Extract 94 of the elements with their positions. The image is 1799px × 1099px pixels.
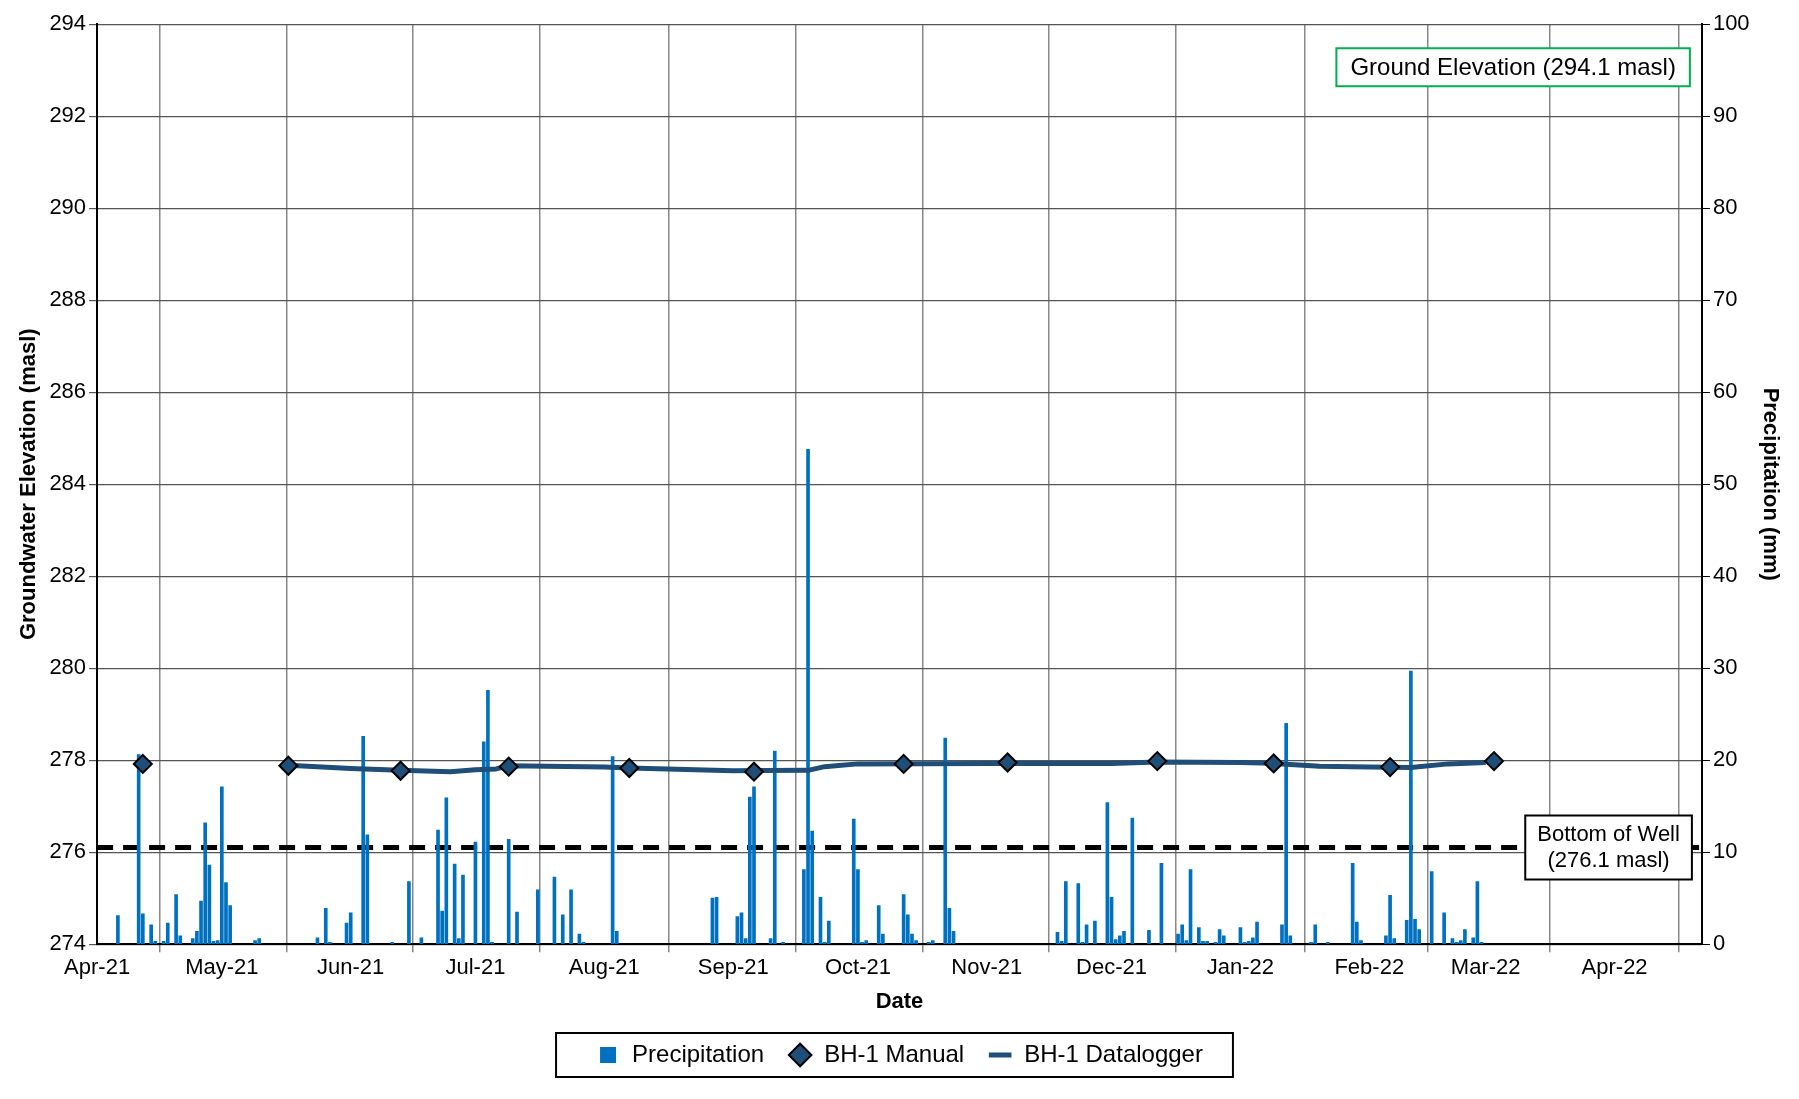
bar: [1147, 930, 1151, 945]
y-axis-title: Groundwater Elevation (masl): [15, 328, 41, 641]
bar: [1076, 883, 1081, 945]
legend-label: BH-1 Datalogger: [1024, 1039, 1203, 1067]
y2-tick-label: 10: [1712, 838, 1738, 864]
y-tick-label: 286: [49, 378, 87, 404]
x-tick-label: Jun-21: [317, 954, 385, 980]
x-tick-label: Feb-22: [1334, 954, 1405, 980]
bar: [876, 905, 881, 945]
bar: [1325, 942, 1330, 945]
x-tick-label: Apr-21: [64, 954, 131, 980]
bar: [1118, 935, 1122, 945]
bar: [348, 912, 353, 945]
bar: [149, 924, 153, 945]
x-tick-label: Oct-21: [824, 954, 891, 980]
bar: [943, 737, 948, 945]
bar: [253, 940, 257, 945]
x-tick-label: Dec-21: [1076, 954, 1147, 980]
bar: [1313, 924, 1318, 945]
bar: [1246, 941, 1251, 945]
bar: [506, 838, 511, 945]
bar: [136, 754, 141, 945]
bar: [486, 689, 490, 945]
x-tick-label: Aug-21: [568, 954, 640, 980]
y2-tick-label: 30: [1712, 654, 1738, 680]
bar: [560, 914, 565, 945]
y-tick-label: 292: [49, 102, 87, 128]
bar: [203, 822, 208, 945]
y2-tick-label: 90: [1712, 102, 1738, 128]
bar: [515, 911, 519, 945]
annotation: Ground Elevation (294.1 masl): [1350, 52, 1676, 80]
y2-tick-label: 60: [1712, 378, 1738, 404]
y2-tick-label: 40: [1712, 562, 1738, 588]
bar: [930, 940, 935, 945]
bar: [165, 922, 170, 945]
y-tick-label: 278: [49, 746, 87, 772]
bar: [1122, 930, 1126, 945]
y-tick-label: 280: [49, 654, 87, 680]
y2-tick-label: 70: [1712, 286, 1738, 312]
bar: [569, 889, 573, 945]
bar: [752, 786, 756, 945]
x-tick-label: Apr-22: [1581, 954, 1648, 980]
y-tick-label: 294: [49, 10, 87, 36]
bar: [535, 889, 540, 945]
bar: [864, 940, 869, 945]
ref-line-label: Bottom of Well (276.1 masl): [1537, 820, 1680, 872]
bar: [1409, 670, 1413, 945]
bar: [1255, 921, 1259, 945]
bar: [407, 881, 411, 945]
bar: [390, 942, 395, 945]
x-tick-label: Mar-22: [1450, 954, 1521, 980]
y-tick-label: 276: [49, 838, 87, 864]
bar: [826, 920, 831, 945]
bar: [1205, 941, 1209, 945]
bar: [257, 938, 262, 945]
x-axis-title: Date: [875, 987, 924, 1013]
x-tick-label: Jan-22: [1206, 954, 1275, 980]
bar: [1093, 920, 1097, 945]
bar: [1388, 895, 1392, 945]
bar: [772, 750, 777, 945]
bar: [174, 894, 178, 945]
legend-label: BH-1 Manual: [824, 1039, 965, 1067]
y-tick-label: 274: [49, 930, 87, 956]
y-tick-label: 288: [49, 286, 87, 312]
bar: [1463, 929, 1467, 945]
bar: [436, 829, 440, 945]
bar: [806, 448, 810, 945]
y2-tick-label: 80: [1712, 194, 1738, 220]
bar: [1197, 927, 1201, 945]
bar: [116, 915, 120, 945]
bar: [220, 786, 224, 945]
bar: [1284, 723, 1288, 945]
bar: [361, 735, 366, 945]
y2-tick-label: 100: [1712, 10, 1750, 36]
bar: [1130, 817, 1135, 945]
y2-axis-title: Precipitation (mm): [1758, 387, 1784, 581]
y2-tick-label: 50: [1712, 470, 1738, 496]
x-tick-label: Sep-21: [697, 954, 769, 980]
legend-label: Precipitation: [632, 1039, 765, 1067]
bar: [1180, 924, 1185, 945]
bar: [851, 818, 856, 945]
y-tick-label: 282: [49, 562, 87, 588]
y-tick-label: 290: [49, 194, 87, 220]
bar: [781, 942, 785, 945]
bar: [1063, 881, 1068, 945]
y2-tick-label: 0: [1712, 930, 1726, 956]
bar: [323, 907, 328, 945]
bar: [461, 874, 465, 945]
y2-tick-label: 20: [1712, 746, 1738, 772]
x-tick-label: Nov-21: [951, 954, 1023, 980]
x-tick-label: May-21: [185, 954, 259, 980]
y-tick-label: 284: [49, 470, 87, 496]
bar: [1442, 912, 1446, 945]
x-tick-label: Jul-21: [445, 954, 506, 980]
